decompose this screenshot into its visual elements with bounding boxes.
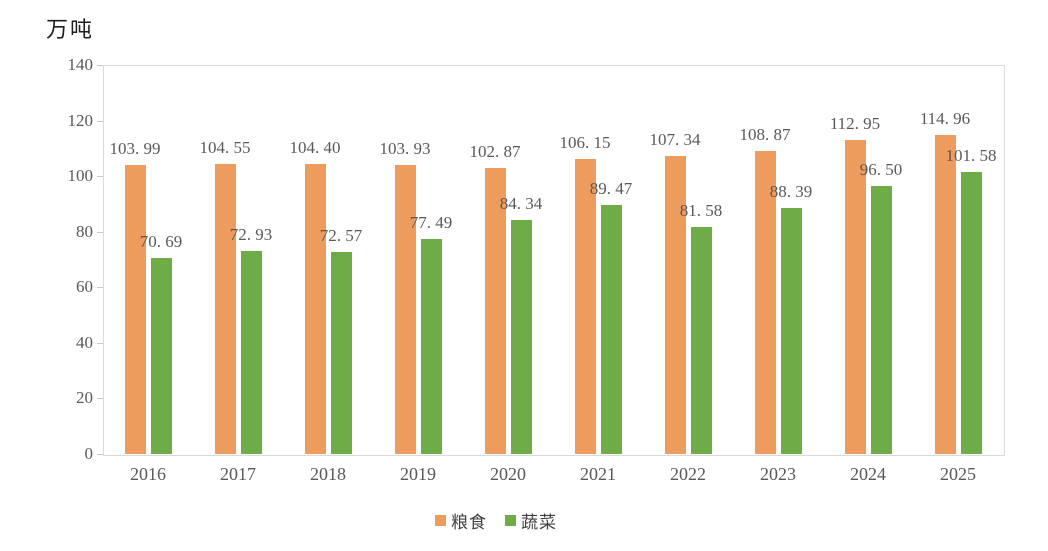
bar-粮食-2022 <box>664 155 686 454</box>
bar-粮食-2019 <box>394 165 416 454</box>
bar-label-粮食-2018: 104. 40 <box>289 137 341 157</box>
x-tick-label: 2021 <box>580 464 616 484</box>
y-tick-label: 120 <box>67 110 94 130</box>
bar-蔬菜-2021 <box>600 205 622 454</box>
bar-粮食-2023 <box>754 151 776 454</box>
bar-粮食-2025 <box>934 134 956 454</box>
x-tick-label: 2025 <box>940 464 976 484</box>
bar-label-蔬菜-2019: 77. 49 <box>409 212 453 232</box>
bar-label-粮食-2021: 106. 15 <box>559 133 611 153</box>
legend-item-vegetable: 蔬菜 <box>505 508 557 533</box>
y-tick-label: 140 <box>67 55 94 74</box>
y-axis-unit-label: 万吨 <box>46 17 95 42</box>
bar-蔬菜-2020 <box>510 219 532 454</box>
bar-label-蔬菜-2022: 81. 58 <box>679 201 723 221</box>
bar-label-蔬菜-2017: 72. 93 <box>229 225 273 245</box>
bar-label-蔬菜-2025: 101. 58 <box>945 145 997 165</box>
bar-粮食-2024 <box>844 140 866 454</box>
bar-label-粮食-2024: 112. 95 <box>829 114 881 134</box>
bar-粮食-2018 <box>304 163 326 454</box>
x-tick-label: 2016 <box>130 464 166 484</box>
legend-label-vegetable: 蔬菜 <box>521 513 557 532</box>
bar-蔬菜-2024 <box>870 185 892 454</box>
bar-蔬菜-2018 <box>330 252 352 454</box>
bar-粮食-2017 <box>214 163 236 454</box>
y-tick-mark <box>97 65 103 66</box>
y-tick-label: 100 <box>67 166 94 186</box>
bar-label-粮食-2022: 107. 34 <box>649 129 701 149</box>
bar-label-粮食-2020: 102. 87 <box>469 142 521 162</box>
grain-legend-swatch-icon <box>435 515 446 526</box>
bar-label-蔬菜-2016: 70. 69 <box>139 231 183 251</box>
bar-label-蔬菜-2020: 84. 34 <box>499 193 543 213</box>
x-tick-label: 2020 <box>490 464 526 484</box>
bar-label-粮食-2019: 103. 93 <box>379 139 431 159</box>
bar-蔬菜-2016 <box>150 257 172 454</box>
x-tick-label: 2019 <box>400 464 436 484</box>
y-tick-label: 0 <box>84 444 94 463</box>
legend-label-grain: 粮食 <box>451 513 487 532</box>
chart-legend: 粮食 蔬菜 <box>0 508 1020 533</box>
bar-粮食-2021 <box>574 159 596 454</box>
y-tick-mark <box>97 287 103 289</box>
bar-蔬菜-2025 <box>960 171 982 454</box>
y-tick-label: 80 <box>76 221 93 241</box>
bar-蔬菜-2019 <box>420 238 442 454</box>
y-tick-mark <box>97 120 103 122</box>
bar-label-蔬菜-2021: 89. 47 <box>589 179 633 199</box>
vegetable-legend-swatch-icon <box>505 515 516 526</box>
y-tick-label: 40 <box>76 332 93 352</box>
x-tick-label: 2018 <box>310 464 346 484</box>
bar-粮食-2016 <box>124 165 146 454</box>
bar-label-粮食-2023: 108. 87 <box>739 125 791 145</box>
bar-label-蔬菜-2018: 72. 57 <box>319 226 363 246</box>
bar-蔬菜-2022 <box>690 227 712 454</box>
y-tick-mark <box>97 342 103 344</box>
y-tick-mark <box>97 398 103 400</box>
y-tick-mark <box>97 231 103 233</box>
bar-蔬菜-2017 <box>240 251 262 454</box>
y-tick-mark <box>97 454 103 455</box>
x-tick-label: 2023 <box>760 464 796 484</box>
bar-label-蔬菜-2023: 88. 39 <box>769 182 813 202</box>
y-tick-mark <box>97 176 103 178</box>
x-tick-label: 2024 <box>850 464 886 484</box>
bar-label-蔬菜-2024: 96. 50 <box>859 159 903 179</box>
y-tick-label: 20 <box>76 388 93 408</box>
bar-label-粮食-2017: 104. 55 <box>199 137 251 157</box>
bar-蔬菜-2023 <box>780 208 802 454</box>
bar-粮食-2020 <box>484 168 506 454</box>
x-tick-label: 2017 <box>220 464 256 484</box>
bar-label-粮食-2025: 114. 96 <box>919 108 971 128</box>
bar-label-粮食-2016: 103. 99 <box>109 139 161 159</box>
x-tick-label: 2022 <box>670 464 706 484</box>
legend-item-grain: 粮食 <box>435 508 487 533</box>
y-tick-label: 60 <box>76 277 93 297</box>
